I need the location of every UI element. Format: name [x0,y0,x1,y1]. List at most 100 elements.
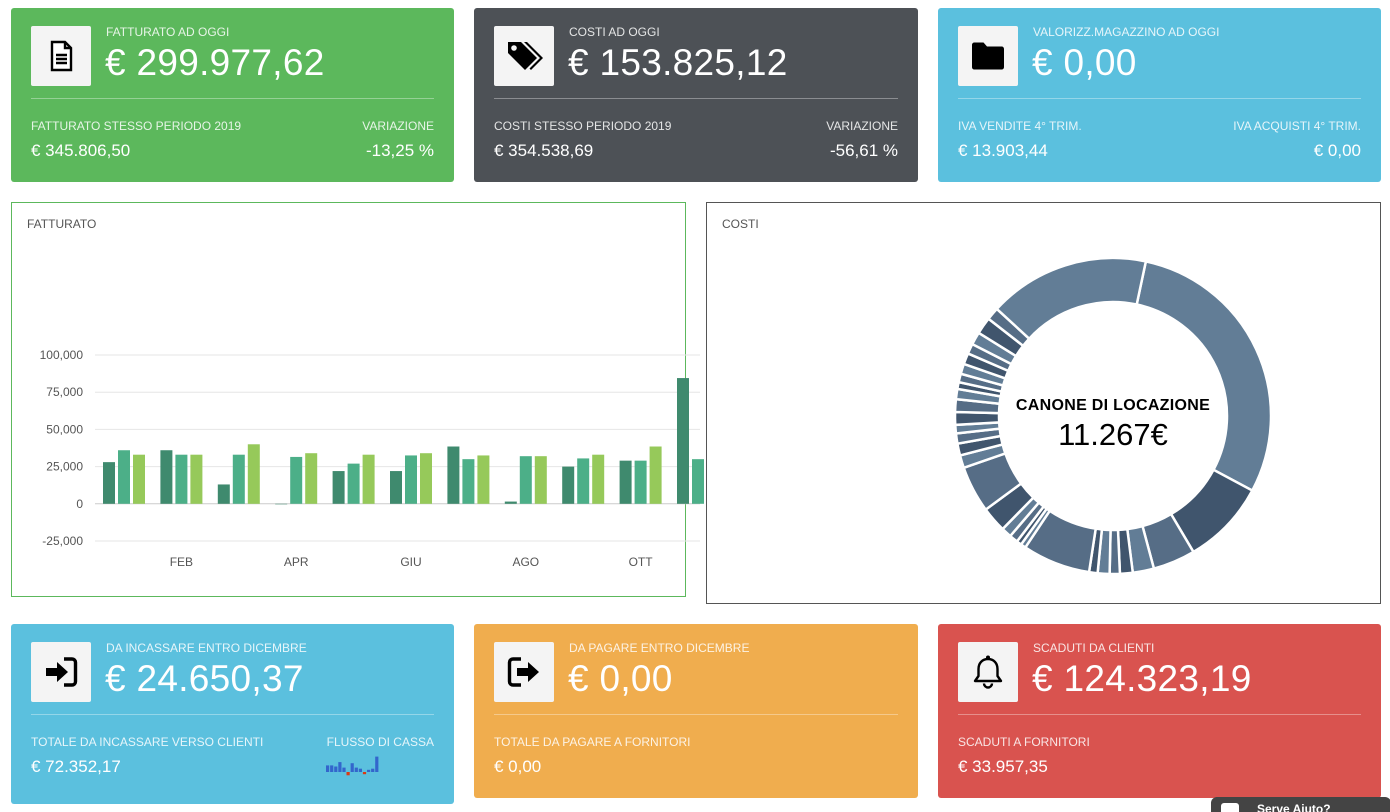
bar[interactable] [290,456,303,504]
card-left-value: € 345.806,50 [31,141,131,160]
card-value: € 299.977,62 [105,42,325,83]
card-left-label: TOTALE DA INCASSARE VERSO CLIENTI [31,735,264,749]
bar[interactable] [305,453,318,504]
card-value: € 124.323,19 [1032,658,1252,699]
card-value: € 24.650,37 [105,658,304,699]
card-left-label: COSTI STESSO PERIODO 2019 [494,119,672,133]
panel-title: COSTI [722,217,759,231]
costi-donut-chart [953,256,1273,576]
card-title: FATTURATO AD OGGI [106,25,230,39]
x-tick-label: APR [284,555,309,569]
card-fatturato: FATTURATO AD OGGI € 299.977,62 FATTURATO… [11,8,454,182]
bar[interactable] [577,458,590,504]
bar[interactable] [362,454,375,504]
card-da-pagare: DA PAGARE ENTRO DICEMBRE € 0,00 TOTALE D… [474,624,918,798]
sparkline-bar [375,756,379,772]
card-left-label: TOTALE DA PAGARE A FORNITORI [494,735,691,749]
bar[interactable] [103,462,115,504]
card-costi: COSTI AD OGGI € 153.825,12 COSTI STESSO … [474,8,918,182]
card-left-label: FATTURATO STESSO PERIODO 2019 [31,119,242,133]
tags-icon [494,26,554,86]
flusso-di-cassa-sparkline [326,756,379,776]
bar[interactable] [118,450,130,504]
card-right-label: VARIAZIONE [826,119,898,133]
card-title: SCADUTI DA CLIENTI [1033,641,1155,655]
sparkline-bar [326,765,330,772]
card-value: € 153.825,12 [568,42,788,83]
chat-icon [1221,803,1239,812]
bar[interactable] [462,459,475,504]
bar[interactable] [247,444,260,504]
card-right-label: IVA ACQUISTI 4° TRIM. [1233,119,1361,133]
divider [31,98,434,99]
donut-center-value: 11.267€ [1058,417,1168,452]
x-tick-label: FEB [170,555,193,569]
bell-icon [958,642,1018,702]
bar[interactable] [133,454,145,504]
y-tick-label: 75,000 [46,385,83,399]
bar[interactable] [519,456,532,504]
help-chat-button[interactable]: Serve Aiuto? [1211,797,1390,812]
card-left-value: € 0,00 [494,757,542,776]
sparkline-bar [358,768,362,772]
bar[interactable] [677,378,689,504]
bar[interactable] [692,459,704,504]
card-right-value: -56,61 % [829,141,898,160]
bar[interactable] [562,466,575,504]
card-title: VALORIZZ.MAGAZZINO AD OGGI [1033,25,1220,39]
bar[interactable] [175,454,188,504]
divider [958,714,1361,715]
document-icon [31,26,91,86]
sign-out-icon [494,642,554,702]
y-tick-label: 0 [76,497,83,511]
card-title: DA INCASSARE ENTRO DICEMBRE [106,641,307,655]
bar[interactable] [390,471,402,504]
card-left-value: € 354.538,69 [494,141,594,160]
sparkline-bar [367,769,371,772]
card-right-value: € 0,00 [1313,141,1361,160]
bar[interactable] [592,454,605,504]
bar[interactable] [420,453,432,504]
sign-in-icon [31,642,91,702]
folder-icon [958,26,1018,86]
bar[interactable] [619,460,632,504]
y-tick-label: 25,000 [46,460,83,474]
bar[interactable] [534,456,547,504]
sparkline-bar [330,765,334,772]
donut-slice[interactable] [995,256,1148,341]
bar[interactable] [477,455,490,504]
x-tick-label: OTT [629,555,654,569]
bar[interactable] [649,446,662,504]
card-right-label: FLUSSO DI CASSA [326,735,434,749]
bar[interactable] [332,471,345,504]
card-left-value: € 13.903,44 [958,141,1048,160]
y-tick-label: 50,000 [46,422,83,436]
sparkline-bar [346,772,350,776]
bar[interactable] [232,454,245,504]
bar[interactable] [504,501,517,504]
y-tick-label: 100,000 [40,348,84,362]
sparkline-bar [371,768,375,772]
bar[interactable] [160,450,173,504]
divider [958,98,1361,99]
card-title: COSTI AD OGGI [569,25,660,39]
donut-center-label: CANONE DI LOCAZIONE [1015,397,1211,414]
panel-title: FATTURATO [27,217,97,231]
bar[interactable] [447,446,460,504]
sparkline-bar [350,763,354,772]
bar[interactable] [347,463,360,504]
card-da-incassare: DA INCASSARE ENTRO DICEMBRE € 24.650,37 … [11,624,454,804]
donut-slice[interactable] [1135,259,1273,493]
divider [494,714,898,715]
sparkline-bar [362,772,367,775]
divider [494,98,898,99]
fatturato-bar-chart: 100,000 75,000 50,000 25,000 0 -25,000 FEB APR G… [40,348,704,569]
bar[interactable] [634,460,647,504]
costi-panel: COSTI CANONE DI LOCAZIONE 11.267€ [706,202,1381,604]
sparkline-bar [354,767,358,772]
bar[interactable] [217,484,230,504]
bar[interactable] [405,455,417,504]
bar[interactable] [190,454,203,504]
divider [31,714,434,715]
bar[interactable] [275,503,288,505]
